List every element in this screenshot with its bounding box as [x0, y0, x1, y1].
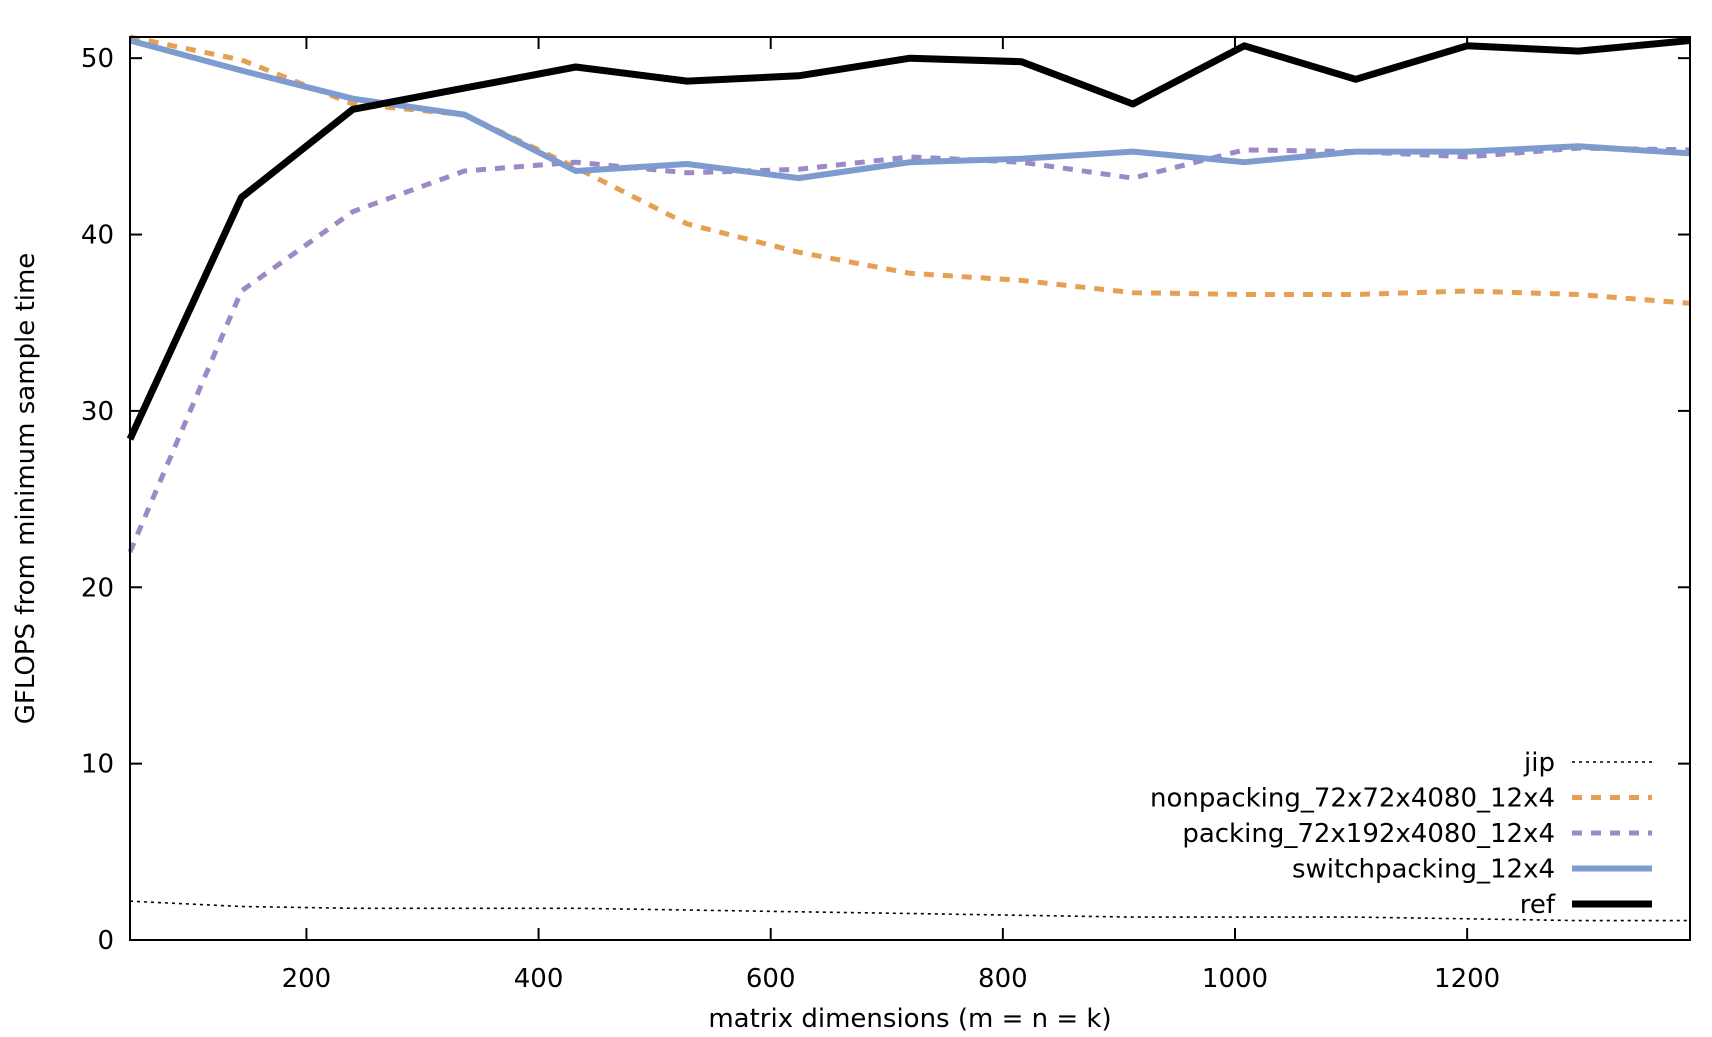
plot-frame — [129, 36, 1691, 941]
x-tick-label: 200 — [282, 964, 332, 994]
y-tick-label: 40 — [81, 221, 114, 251]
y-tick-label: 0 — [97, 926, 114, 956]
legend-label: switchpacking_12x4 — [1292, 855, 1555, 885]
axis-ticks: 200 400 600 800 1000 1200 0 10 20 30 40 50 — [81, 37, 1690, 994]
legend-label: packing_72x192x4080_12x4 — [1182, 819, 1555, 849]
y-tick-label: 30 — [81, 397, 114, 427]
x-axis-title: matrix dimensions (m = n = k) — [708, 1004, 1111, 1034]
y-tick-label: 20 — [81, 573, 114, 603]
plot-marks — [126, 34, 1691, 922]
series-line-ref — [126, 37, 1691, 441]
y-tick-label: 10 — [81, 750, 114, 780]
legend: jip nonpacking_72x72x4080_12x4 packing_72x… — [1150, 748, 1652, 920]
legend-label: jip — [1523, 748, 1555, 778]
series-line-nonpacking_72x72x4080_12x4 — [129, 34, 1691, 306]
x-tick-label: 800 — [978, 964, 1028, 994]
legend-label: nonpacking_72x72x4080_12x4 — [1150, 784, 1555, 814]
legend-label: ref — [1520, 890, 1556, 920]
series-line-jip — [129, 900, 1690, 922]
y-axis-title: GFLOPS from minimum sample time — [11, 253, 41, 725]
x-tick-label: 400 — [514, 964, 564, 994]
x-tick-label: 600 — [746, 964, 796, 994]
y-tick-label: 50 — [81, 44, 114, 74]
x-tick-label: 1000 — [1202, 964, 1268, 994]
x-tick-label: 1200 — [1434, 964, 1500, 994]
series-line-packing_72x192x4080_12x4 — [127, 145, 1691, 553]
